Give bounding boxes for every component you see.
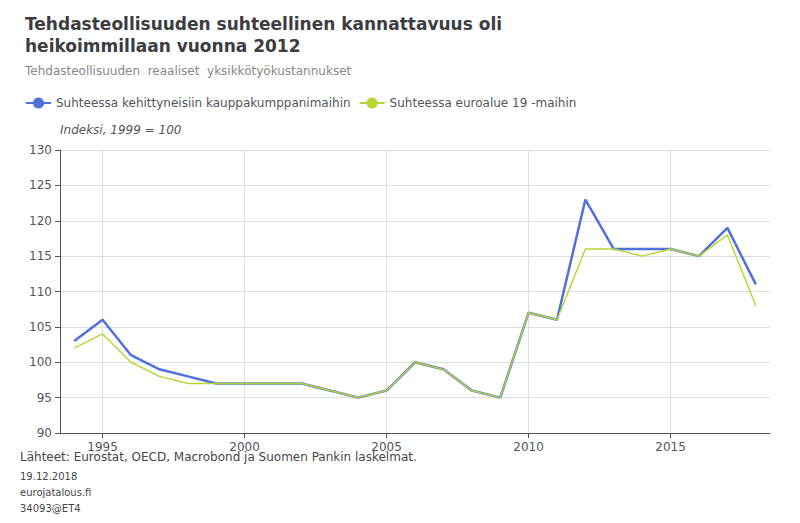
svg-text:Tehdasteollisuuden reaaliset: Tehdasteollisuuden reaaliset yksikkötyök… [24,64,352,78]
svg-text:110: 110 [29,285,52,299]
svg-text:Suhteessa euroalue 19 -maihin: Suhteessa euroalue 19 -maihin [390,96,577,110]
svg-text:100: 100 [29,355,52,369]
svg-text:125: 125 [29,178,52,192]
svg-text:2005: 2005 [371,440,402,454]
svg-text:Lähteet: Eurostat, OECD, Macro: Lähteet: Eurostat, OECD, Macrobond ja Su… [20,450,417,464]
svg-text:eurojatalous.fi: eurojatalous.fi [20,487,91,498]
svg-text:95: 95 [37,391,52,405]
svg-text:105: 105 [29,320,52,334]
svg-text:19.12.2018: 19.12.2018 [20,471,77,482]
svg-text:heikoimmillaan vuonna 2012: heikoimmillaan vuonna 2012 [25,36,300,56]
svg-text:2010: 2010 [513,440,544,454]
svg-text:2000: 2000 [229,440,260,454]
svg-text:Indeksi, 1999 = 100: Indeksi, 1999 = 100 [60,123,182,137]
svg-text:Suhteessa kehittyneisiin kaupp: Suhteessa kehittyneisiin kauppakumppanim… [56,96,351,110]
svg-text:Tehdasteollisuuden suhteelline: Tehdasteollisuuden suhteellinen kannatta… [25,14,502,34]
svg-text:2015: 2015 [655,440,686,454]
svg-text:1995: 1995 [87,440,118,454]
svg-text:34093@ET4: 34093@ET4 [20,503,81,514]
svg-text:120: 120 [29,214,52,228]
svg-text:90: 90 [37,426,52,440]
svg-text:115: 115 [29,249,52,263]
svg-text:130: 130 [29,143,52,157]
